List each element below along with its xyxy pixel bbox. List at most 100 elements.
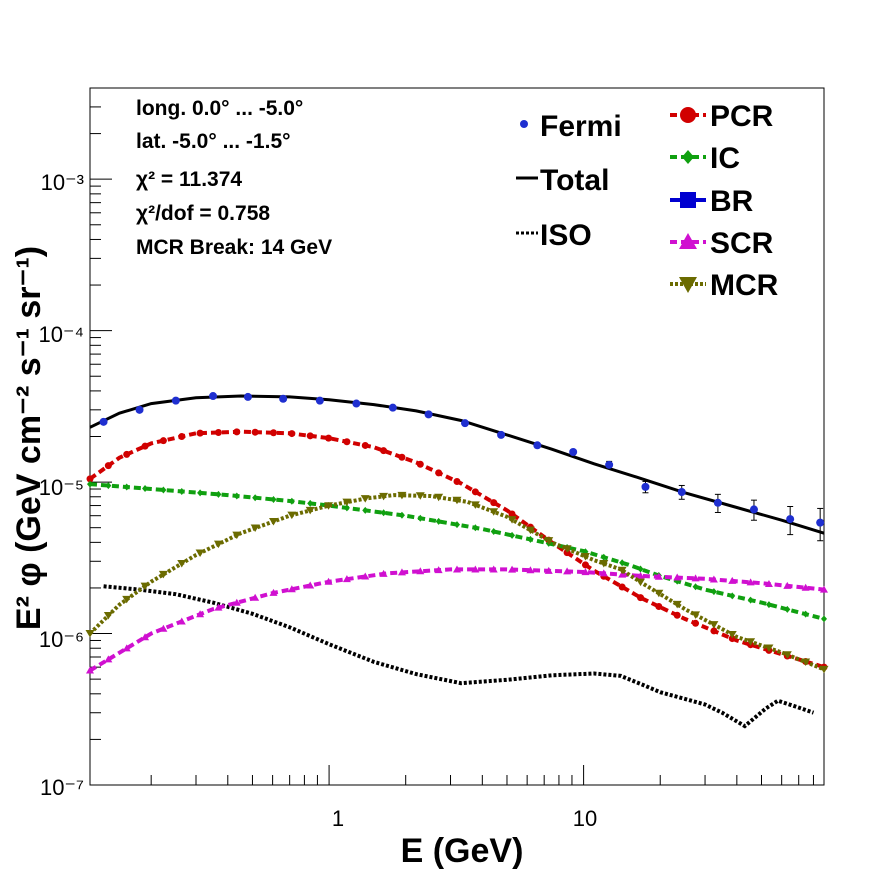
axis-ticks bbox=[90, 87, 814, 786]
marker-scr bbox=[324, 577, 333, 585]
marker-mcr bbox=[122, 595, 132, 604]
fermi-point bbox=[677, 488, 686, 497]
marker-mcr bbox=[672, 600, 682, 609]
x-axis-title: E (GeV) bbox=[401, 832, 524, 870]
marker-pcr bbox=[453, 478, 461, 486]
marker-scr bbox=[526, 566, 535, 574]
marker-scr bbox=[434, 566, 443, 574]
marker-pcr bbox=[728, 635, 736, 643]
info-line-chi2-dof: χ²/dof = 0.758 bbox=[136, 202, 270, 225]
y-tick-label-1e-6: 10⁻⁶ bbox=[39, 627, 84, 652]
marker-mcr bbox=[158, 570, 168, 579]
marker-ic bbox=[160, 486, 167, 494]
fermi-point bbox=[99, 417, 108, 426]
legend-marker-fermi bbox=[520, 120, 528, 128]
marker-pcr bbox=[692, 619, 700, 627]
marker-pcr bbox=[673, 611, 681, 619]
info-line-mcr-break: MCR Break: 14 GeV bbox=[136, 236, 332, 259]
marker-mcr bbox=[746, 638, 756, 646]
marker-scr bbox=[251, 593, 260, 601]
y-axis-title: E² φ (GeV cm⁻² s⁻¹ sr⁻¹) bbox=[10, 246, 48, 630]
fermi-point bbox=[533, 441, 542, 450]
marker-pcr bbox=[178, 433, 186, 441]
marker-mcr bbox=[103, 612, 113, 620]
info-line-chi2: χ² = 11.374 bbox=[136, 168, 242, 191]
marker-ic bbox=[215, 490, 222, 498]
marker-scr bbox=[361, 572, 370, 580]
fermi-point bbox=[497, 430, 506, 439]
marker-mcr bbox=[250, 524, 260, 533]
marker-scr bbox=[746, 578, 755, 586]
legend-label-iso: ISO bbox=[540, 219, 592, 252]
marker-mcr bbox=[709, 621, 719, 629]
marker-scr bbox=[287, 585, 296, 593]
marker-pcr bbox=[490, 499, 498, 507]
legend-marker-mcr bbox=[679, 277, 697, 293]
marker-scr bbox=[820, 585, 828, 593]
marker-pcr bbox=[416, 460, 424, 468]
marker-mcr bbox=[580, 553, 590, 561]
marker-mcr bbox=[764, 644, 774, 653]
marker-scr bbox=[508, 565, 517, 573]
fermi-point bbox=[352, 399, 361, 408]
marker-scr bbox=[563, 567, 572, 575]
legend-marker-pcr bbox=[680, 107, 696, 123]
marker-mcr bbox=[342, 498, 352, 507]
marker-pcr bbox=[141, 442, 149, 450]
marker-ic bbox=[472, 524, 479, 532]
legend-label-fermi: Fermi bbox=[540, 110, 622, 143]
marker-pcr bbox=[270, 429, 277, 437]
marker-scr bbox=[673, 573, 682, 581]
marker-pcr bbox=[233, 428, 241, 436]
marker-ic bbox=[343, 504, 350, 512]
marker-pcr bbox=[104, 462, 112, 470]
marker-scr bbox=[379, 569, 388, 577]
marker-ic bbox=[747, 596, 754, 604]
marker-scr bbox=[691, 574, 700, 582]
fermi-point bbox=[786, 515, 795, 524]
marker-ic bbox=[380, 509, 387, 517]
marker-pcr bbox=[123, 450, 131, 458]
marker-scr bbox=[269, 588, 278, 596]
fermi-point bbox=[605, 460, 614, 469]
fermi-point bbox=[816, 518, 825, 527]
y-tick-label-1e-7: 10⁻⁷ bbox=[40, 775, 84, 800]
marker-mcr bbox=[140, 582, 150, 591]
marker-scr bbox=[122, 644, 131, 652]
marker-mcr bbox=[819, 665, 829, 674]
marker-pcr bbox=[343, 438, 351, 446]
fit-info-box: long. 0.0° ... -5.0° lat. -5.0° ... -1.5… bbox=[136, 97, 332, 259]
marker-scr bbox=[654, 572, 663, 580]
fermi-point bbox=[569, 448, 578, 457]
fermi-point bbox=[315, 396, 324, 405]
info-line-latitude: lat. -5.0° ... -1.5° bbox=[136, 130, 291, 153]
marker-ic bbox=[821, 615, 827, 623]
marker-ic bbox=[178, 487, 185, 495]
y-tick-label-1e-4: 10⁻⁴ bbox=[38, 322, 84, 347]
marker-ic bbox=[527, 535, 534, 543]
fermi-point bbox=[135, 405, 144, 414]
fermi-point bbox=[749, 505, 758, 514]
legend-marker-ic bbox=[682, 150, 694, 164]
marker-ic bbox=[619, 559, 626, 567]
marker-pcr bbox=[710, 627, 718, 635]
marker-pcr bbox=[196, 429, 204, 437]
marker-scr bbox=[416, 567, 425, 575]
series-iso bbox=[103, 584, 815, 729]
marker-mcr bbox=[305, 506, 315, 515]
marker-ic bbox=[288, 497, 295, 505]
marker-ic bbox=[435, 517, 442, 525]
marker-pcr bbox=[86, 475, 94, 483]
marker-ic bbox=[490, 527, 497, 535]
marker-ic bbox=[600, 553, 607, 561]
legend: Fermi Total ISO PCR IC BR SCR MCR bbox=[516, 100, 779, 302]
marker-ic bbox=[710, 588, 717, 596]
marker-pcr bbox=[361, 441, 369, 449]
marker-pcr bbox=[508, 510, 516, 518]
marker-mcr bbox=[360, 495, 370, 503]
series-mcr bbox=[85, 491, 829, 674]
marker-mcr bbox=[177, 559, 187, 568]
line-scr bbox=[88, 567, 825, 673]
marker-pcr bbox=[251, 428, 259, 436]
marker-mcr bbox=[562, 545, 572, 553]
